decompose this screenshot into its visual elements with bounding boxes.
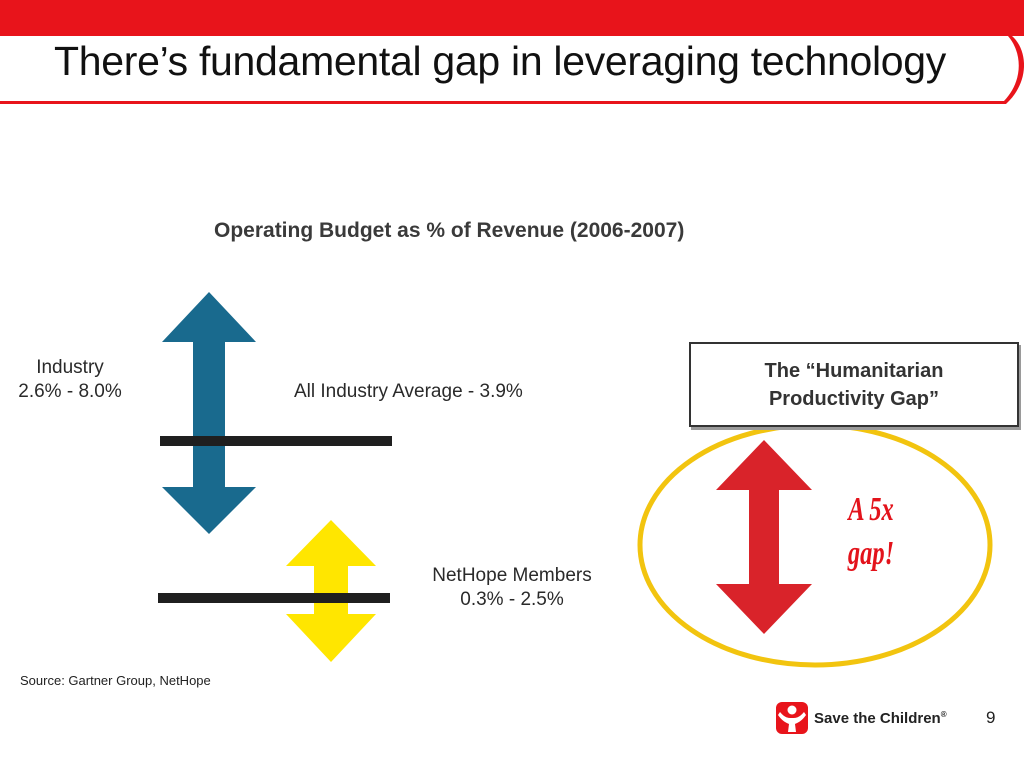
title-band — [0, 0, 1024, 104]
page-number: 9 — [986, 708, 996, 727]
productivity-gap-text: The “Humanitarian Productivity Gap” — [765, 357, 944, 413]
gap-highlight-ellipse — [637, 422, 993, 668]
logo-text: Save the Children® — [814, 709, 947, 727]
productivity-gap-box: The “Humanitarian Productivity Gap” — [689, 342, 1019, 427]
industry-average-label: All Industry Average - 3.9% — [294, 381, 523, 402]
industry-label: Industry — [36, 357, 104, 378]
nethope-line — [158, 593, 390, 603]
nethope-label: NetHope Members — [432, 565, 592, 586]
industry-average-line — [160, 436, 392, 446]
gap-annotation: A 5x gap! — [839, 488, 904, 576]
nethope-label-group: NetHope Members 0.3% - 2.5% — [418, 564, 606, 612]
gap-annotation-line-1: A 5x — [848, 491, 894, 528]
gap-double-arrow-icon — [716, 440, 812, 634]
productivity-gap-line-1: The “Humanitarian — [764, 359, 944, 382]
gap-annotation-line-2: gap! — [847, 535, 895, 572]
industry-range: 2.6% - 8.0% — [18, 381, 122, 402]
chart-title: Operating Budget as % of Revenue (2006-2… — [214, 219, 685, 242]
child-figure-icon — [776, 702, 808, 734]
nethope-double-arrow-icon — [286, 520, 376, 662]
header-red-bar — [0, 0, 1024, 36]
source-note: Source: Gartner Group, NetHope — [20, 673, 211, 688]
industry-double-arrow-icon — [162, 292, 256, 534]
save-the-children-logo: Save the Children® — [774, 700, 947, 736]
page-title: There’s fundamental gap in leveraging te… — [54, 38, 947, 84]
industry-label-group: Industry 2.6% - 8.0% — [8, 356, 132, 404]
productivity-gap-line-2: Productivity Gap” — [768, 387, 939, 410]
nethope-range: 0.3% - 2.5% — [460, 589, 564, 610]
